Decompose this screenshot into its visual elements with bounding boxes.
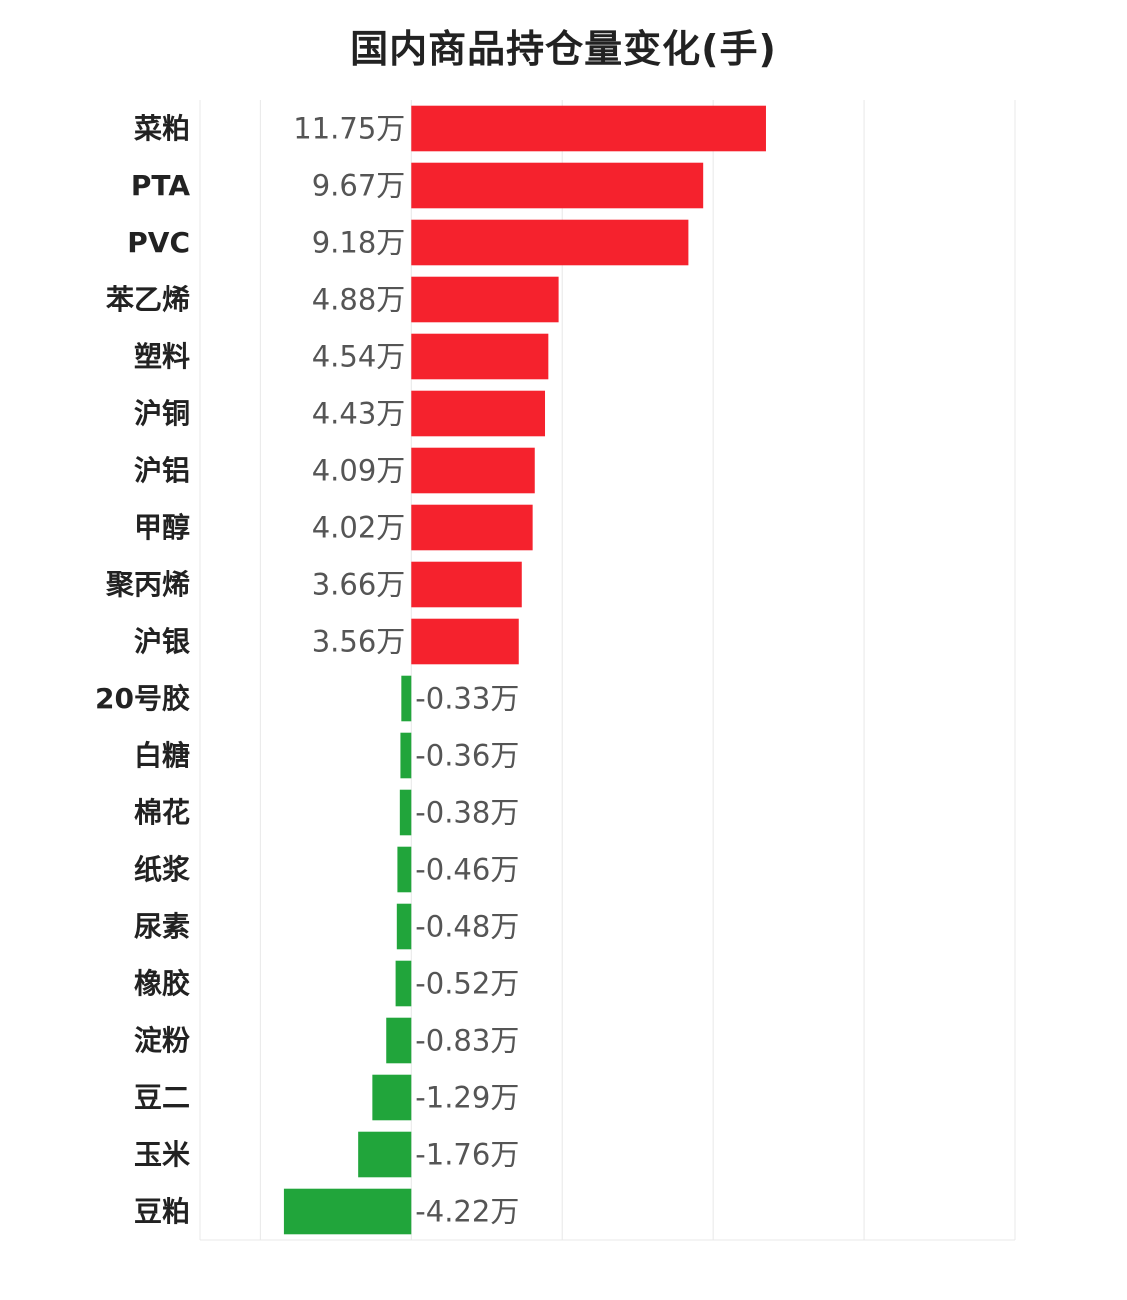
grid-lines — [199, 100, 1016, 1241]
bar — [397, 846, 412, 893]
bar — [411, 219, 689, 266]
bar — [411, 105, 766, 152]
category-label: 20号胶 — [95, 682, 190, 715]
data-label: 3.66万 — [312, 568, 406, 602]
bar — [358, 1131, 412, 1178]
bar — [411, 333, 549, 380]
chart-title: 国内商品持仓量变化(手) — [350, 27, 777, 71]
data-label: -0.36万 — [415, 739, 519, 773]
bar — [411, 162, 704, 209]
category-label: 纸浆 — [134, 853, 191, 886]
data-label: 11.75万 — [293, 112, 405, 146]
bars — [283, 105, 766, 1235]
bar — [396, 903, 412, 950]
category-label: 沪铜 — [134, 397, 190, 430]
category-label: 橡胶 — [134, 967, 190, 1000]
category-label: 菜粕 — [134, 112, 190, 145]
data-label: -0.48万 — [415, 910, 519, 944]
data-label: -4.22万 — [415, 1195, 519, 1229]
bar — [400, 732, 412, 779]
bar — [411, 390, 546, 437]
category-label: 豆二 — [134, 1081, 190, 1114]
bar — [411, 276, 559, 323]
bar — [395, 960, 412, 1007]
category-label: 沪铝 — [134, 454, 190, 487]
data-label: 4.09万 — [312, 454, 406, 488]
data-label: 9.67万 — [312, 169, 406, 203]
data-label: 4.88万 — [312, 283, 406, 317]
data-label: 3.56万 — [312, 625, 406, 659]
bar — [411, 561, 522, 608]
category-label: PTA — [131, 169, 190, 202]
data-label: -1.29万 — [415, 1081, 519, 1115]
category-label: 白糖 — [134, 739, 190, 772]
category-label: PVC — [127, 226, 190, 259]
bar — [411, 504, 533, 551]
data-label: 9.18万 — [312, 226, 406, 260]
category-label: 甲醇 — [134, 511, 190, 544]
category-label: 尿素 — [134, 910, 190, 943]
category-label: 沪银 — [134, 625, 191, 658]
data-label: -0.83万 — [415, 1024, 519, 1058]
bar — [372, 1074, 412, 1121]
category-label: 塑料 — [134, 340, 190, 373]
category-label: 玉米 — [134, 1138, 190, 1171]
category-label: 聚丙烯 — [105, 568, 190, 601]
category-label: 棉花 — [134, 796, 190, 829]
bar — [283, 1188, 412, 1235]
category-label: 淀粉 — [134, 1024, 190, 1057]
data-label: -0.33万 — [415, 682, 519, 716]
bar — [411, 618, 519, 665]
value-labels: 11.75万 9.67万 9.18万 4.88万 4.54万 4.43万 4.09万 4.02… — [293, 112, 519, 1229]
bar — [401, 675, 412, 722]
data-label: -0.46万 — [415, 853, 519, 887]
category-label: 豆粕 — [134, 1195, 190, 1228]
bar — [411, 447, 535, 494]
data-label: -0.52万 — [415, 967, 519, 1001]
data-label: 4.54万 — [312, 340, 406, 374]
bar — [386, 1017, 412, 1064]
bar — [399, 789, 412, 836]
data-label: 4.43万 — [312, 397, 406, 431]
data-label: -1.76万 — [415, 1138, 519, 1172]
data-label: -0.38万 — [415, 796, 519, 830]
data-label: 4.02万 — [312, 511, 406, 545]
category-label: 苯乙烯 — [105, 283, 190, 316]
